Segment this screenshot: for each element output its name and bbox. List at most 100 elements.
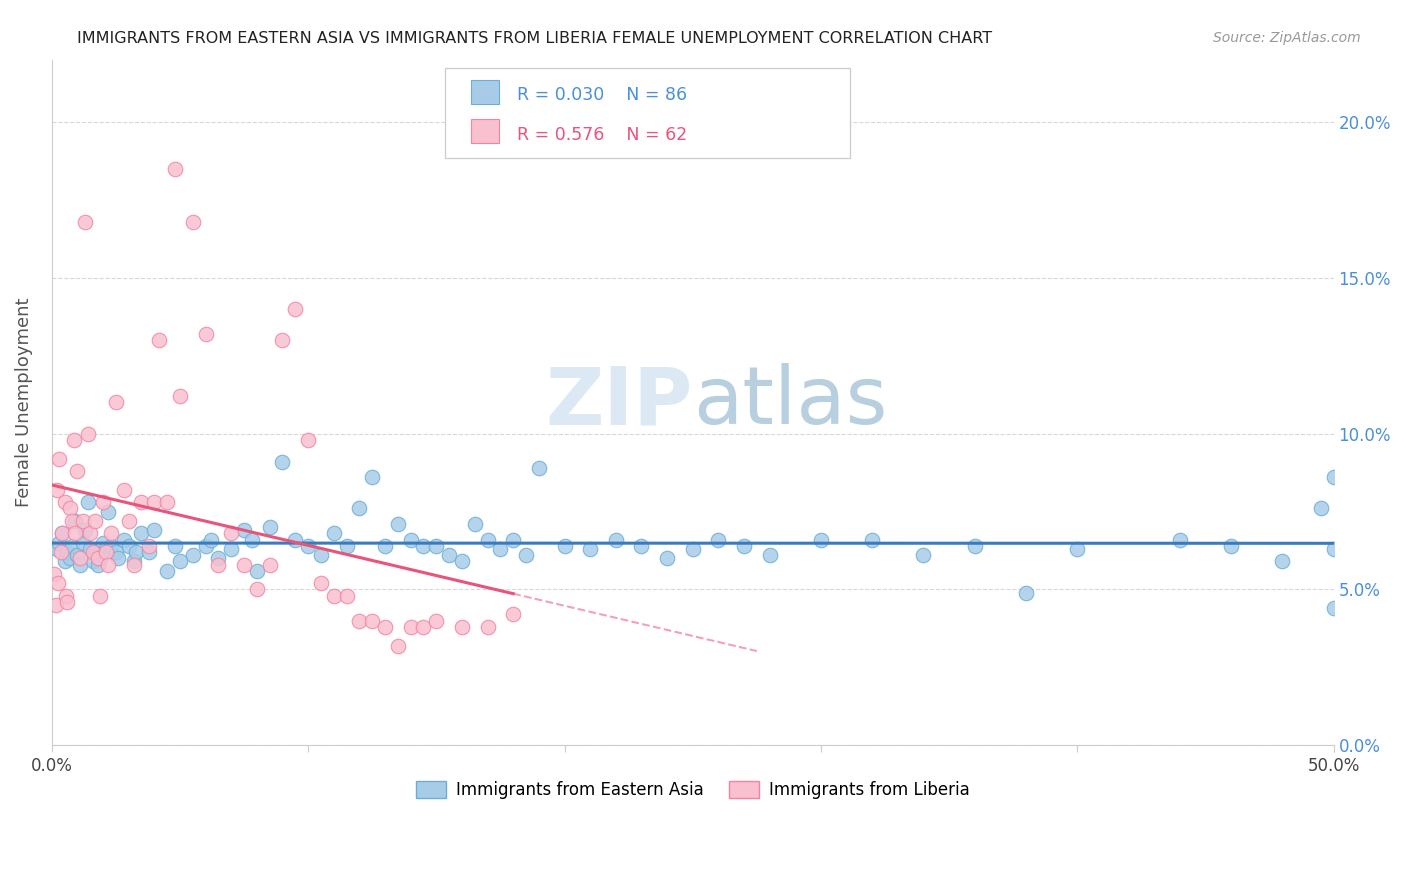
Point (489, 541, 512, 556)
Point (143, 495, 166, 509)
Point (82, 554, 104, 568)
Point (322, 589, 344, 603)
Point (112, 483, 135, 497)
Point (45, 541, 67, 556)
Point (156, 495, 179, 509)
Point (194, 326, 217, 341)
Point (163, 539, 186, 553)
Point (374, 620, 396, 634)
Point (464, 516, 486, 531)
Point (297, 539, 319, 553)
Point (87, 551, 110, 566)
Point (309, 576, 332, 591)
Point (125, 545, 148, 559)
Point (69, 551, 91, 566)
Point (72, 514, 94, 528)
Point (118, 514, 141, 528)
Point (860, 533, 883, 547)
Point (1323, 470, 1346, 484)
Point (271, 333, 294, 347)
Point (89, 589, 111, 603)
Point (515, 548, 537, 562)
Point (69, 558, 91, 572)
Point (55, 589, 77, 603)
Point (194, 539, 217, 553)
Point (56, 545, 79, 559)
Point (148, 333, 170, 347)
Point (502, 533, 524, 547)
Bar (471, 80, 499, 103)
Point (112, 533, 135, 547)
Y-axis label: Female Unemployment: Female Unemployment (15, 298, 32, 508)
Bar (471, 120, 499, 143)
Point (219, 526, 242, 541)
Point (349, 614, 371, 628)
Text: IMMIGRANTS FROM EASTERN ASIA VS IMMIGRANTS FROM LIBERIA FEMALE UNEMPLOYMENT CORR: IMMIGRANTS FROM EASTERN ASIA VS IMMIGRAN… (77, 31, 993, 46)
Point (1168, 533, 1191, 547)
Point (138, 539, 160, 553)
Point (219, 541, 242, 556)
Point (1271, 554, 1294, 568)
Point (122, 558, 145, 572)
Point (349, 501, 371, 516)
Point (53, 495, 76, 509)
Point (118, 539, 141, 553)
Point (912, 548, 935, 562)
Point (66, 464, 89, 478)
Point (87, 558, 110, 572)
Point (104, 545, 127, 559)
Point (63, 526, 86, 541)
Point (131, 526, 153, 541)
Point (97, 558, 120, 572)
Point (76, 495, 98, 509)
Point (181, 215, 204, 229)
Point (399, 620, 422, 634)
Point (361, 614, 384, 628)
Point (1323, 541, 1346, 556)
Point (553, 539, 575, 553)
Point (63, 514, 86, 528)
Point (138, 545, 160, 559)
Point (682, 541, 704, 556)
Point (655, 551, 678, 566)
Point (51, 526, 73, 541)
Text: Source: ZipAtlas.com: Source: ZipAtlas.com (1213, 31, 1361, 45)
Point (200, 533, 222, 547)
Point (48, 451, 70, 466)
Point (79, 526, 101, 541)
Point (259, 520, 281, 534)
Point (91, 495, 114, 509)
Point (527, 461, 550, 475)
Text: ZIP: ZIP (546, 363, 693, 442)
Point (76, 426, 98, 441)
Point (97, 504, 120, 518)
Point (104, 395, 127, 409)
Point (94, 545, 117, 559)
Point (46, 576, 69, 591)
Text: atlas: atlas (693, 363, 887, 442)
Point (374, 539, 396, 553)
Point (1323, 601, 1346, 615)
Point (156, 564, 179, 578)
Point (412, 620, 434, 634)
Point (143, 523, 166, 537)
Point (412, 539, 434, 553)
Point (271, 455, 294, 469)
Point (605, 533, 627, 547)
Point (51, 526, 73, 541)
Point (131, 495, 153, 509)
Point (122, 554, 145, 568)
Point (399, 533, 422, 547)
Point (309, 548, 332, 562)
Point (387, 639, 409, 653)
Point (297, 433, 319, 447)
Point (53, 554, 76, 568)
Point (169, 389, 191, 403)
Point (246, 582, 269, 597)
Point (387, 516, 409, 531)
Point (361, 470, 384, 484)
Point (45, 483, 67, 497)
Point (72, 535, 94, 549)
Point (84, 514, 107, 528)
Point (79, 541, 101, 556)
